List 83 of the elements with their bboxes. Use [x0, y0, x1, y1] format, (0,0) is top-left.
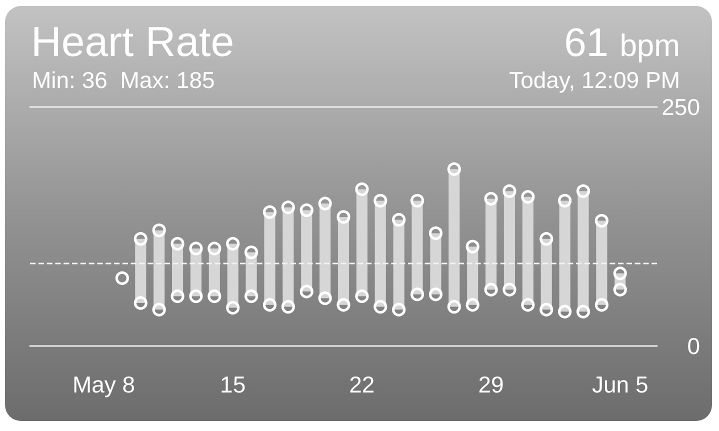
point: [466, 298, 480, 312]
point: [170, 236, 184, 251]
point: [336, 210, 350, 224]
point: [134, 296, 148, 310]
point: [300, 284, 314, 298]
point: [226, 300, 240, 315]
point: [152, 224, 166, 238]
chart-title: Heart Rate: [31, 18, 234, 65]
point: [521, 190, 535, 204]
point: [410, 194, 424, 208]
point: [336, 298, 350, 312]
point: [447, 162, 461, 176]
text: 61 bpm: [564, 21, 680, 65]
bar: [412, 200, 423, 294]
point: [226, 236, 240, 251]
point: [558, 304, 572, 318]
point: [189, 289, 203, 304]
bar: [356, 189, 368, 296]
point: [410, 288, 424, 302]
bar: [504, 191, 516, 290]
x-tick-label: 15: [220, 372, 246, 398]
point: [208, 289, 222, 304]
point: [576, 184, 590, 198]
bar: [596, 220, 608, 305]
point: [115, 271, 130, 285]
y-tick-label: 0: [687, 333, 700, 359]
point: [540, 232, 554, 246]
point: [484, 192, 498, 206]
bar: [578, 191, 589, 312]
point: [262, 298, 277, 312]
bar: [559, 200, 570, 312]
text: Today, 12:09 PM: [509, 67, 680, 93]
bar: [338, 216, 350, 305]
x-tick-label: 29: [478, 372, 504, 398]
point: [392, 302, 406, 316]
x-tick-label: Jun 5: [592, 372, 648, 398]
bar: [320, 204, 331, 298]
point: [355, 289, 369, 304]
point: [244, 246, 258, 260]
y-tick-label: 250: [662, 94, 700, 120]
point: [428, 288, 443, 302]
point: [300, 203, 314, 218]
bar: [282, 207, 294, 307]
point: [576, 304, 590, 318]
point: [374, 194, 388, 208]
point: [502, 184, 516, 198]
point: [152, 302, 166, 316]
point: [558, 194, 572, 208]
point: [594, 214, 608, 228]
bar: [154, 230, 165, 310]
point: [189, 242, 203, 256]
point: [318, 291, 332, 305]
point: [281, 200, 295, 214]
point: [170, 289, 184, 304]
point: [466, 240, 480, 254]
point: [392, 213, 406, 227]
point: [134, 232, 148, 246]
point: [484, 282, 498, 296]
bar: [448, 169, 460, 307]
point: [502, 282, 516, 296]
point: [594, 298, 608, 312]
bar: [374, 200, 386, 307]
x-tick-label: May 8: [72, 372, 136, 398]
point: [613, 266, 627, 280]
point: [355, 182, 369, 196]
point: [281, 300, 295, 314]
x-tick-label: 22: [349, 372, 375, 398]
point: [447, 300, 461, 314]
bar: [522, 196, 534, 305]
bar: [393, 220, 404, 310]
bar: [264, 212, 276, 305]
point: [262, 205, 277, 219]
bar: [485, 198, 497, 290]
point: [540, 302, 554, 316]
chart-subtitle: Min: 36 Max: 185: [32, 67, 215, 93]
point: [318, 196, 332, 210]
point: [428, 226, 443, 240]
point: [208, 242, 222, 256]
point: [244, 289, 258, 304]
point: [374, 300, 388, 314]
bar: [301, 210, 312, 292]
point: [521, 298, 535, 312]
point: [613, 282, 627, 296]
